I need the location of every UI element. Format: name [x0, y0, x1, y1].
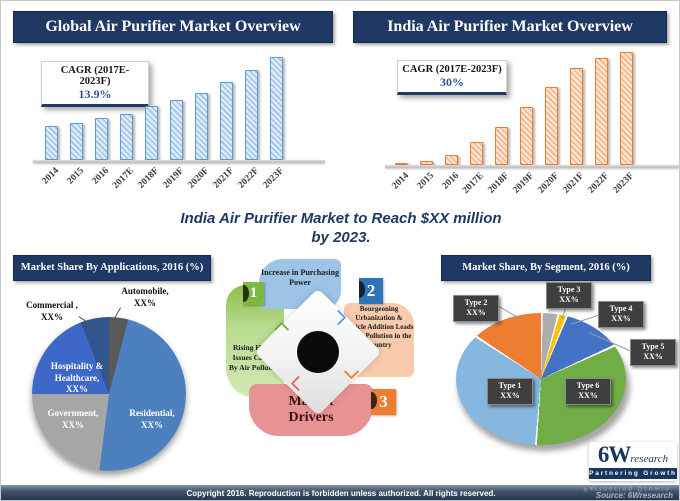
logo-wordmark: 6Wresearch	[589, 442, 677, 468]
bar	[245, 70, 258, 160]
bar	[595, 57, 608, 165]
driver-text-purchasing-power: Increase in Purchasing Power	[261, 268, 339, 288]
logo-suffix: research	[630, 453, 669, 465]
global-cagr-label: CAGR (2017E-2023F)	[60, 65, 130, 87]
bar	[445, 154, 458, 165]
bar	[45, 126, 58, 160]
bar	[95, 117, 108, 160]
india-cagr-box: CAGR (2017E-2023F) 30%	[397, 60, 507, 95]
headline-line2: by 2023.	[311, 228, 371, 246]
applications-chart-title: Market Share By Applications, 2016 (%)	[13, 255, 211, 281]
driver-number-1: 1	[249, 285, 258, 301]
bar	[520, 107, 533, 165]
copyright-text: Copyright 2016. Reproduction is forbidde…	[186, 489, 496, 498]
bar	[620, 52, 633, 165]
india-bar-series	[395, 52, 633, 165]
global-cagr-value: 13.9%	[78, 87, 112, 101]
india-x-axis-line	[385, 165, 679, 168]
driver-number-3-badge: 3	[371, 389, 396, 415]
segment-label-type4: Type 4 XX%	[598, 301, 644, 328]
pie-label-automobile: Automobile, XX%	[121, 286, 169, 308]
india-cagr-label: CAGR (2017E-2023F)	[402, 64, 502, 75]
logo-tagline: Partnering Growth	[589, 468, 677, 479]
driver-text-urbanization: Bourgeoning Urbanization & Vehicle Addit…	[344, 305, 414, 350]
bar	[470, 142, 483, 165]
segment-label-type1: Type 1 XX%	[487, 378, 533, 405]
bar	[570, 67, 583, 165]
india-chart-title: India Air Purifier Market Overview	[353, 11, 667, 43]
pie-label-hospitality-healthcare: Hospitality & Healthcare, XX%	[50, 361, 104, 395]
driver-number-2: 2	[366, 281, 376, 300]
pie-label-commercial: Commercial , XX%	[26, 300, 78, 322]
pinwheel-center-dot	[297, 331, 339, 373]
applications-pie	[32, 317, 186, 471]
source-text: Source: 6Wresearch	[595, 491, 673, 500]
driver-text-health: Rising Health Issues Caused By Air Pollu…	[229, 343, 281, 373]
bar	[170, 100, 183, 160]
bar	[545, 87, 558, 165]
global-cagr-box: CAGR (2017E-2023F) 13.9%	[41, 61, 149, 107]
bar	[120, 113, 133, 160]
6wresearch-logo: 6Wresearch Partnering Growth	[589, 442, 677, 481]
bar	[395, 162, 408, 165]
bar	[145, 106, 158, 160]
pie-label-residential: Residential, XX%	[129, 408, 175, 430]
bar	[420, 160, 433, 165]
logo-brand: 6W	[597, 442, 631, 467]
bar	[495, 126, 508, 165]
segment-label-type3: Type 3 XX%	[546, 282, 592, 309]
pie-label-government: Government, XX%	[47, 408, 99, 430]
headline: India Air Purifier Market to Reach $XX m…	[1, 210, 679, 248]
bar	[220, 81, 233, 160]
bar	[270, 57, 283, 160]
bar	[195, 93, 208, 160]
segment-label-type5: Type 5 XX%	[630, 339, 676, 366]
global-bar-series	[45, 57, 283, 160]
driver-number-2-badge: 2	[359, 278, 383, 304]
footer-bar: Copyright 2016. Reproduction is forbidde…	[1, 485, 679, 500]
india-cagr-value: 30%	[440, 75, 464, 89]
global-x-axis-line	[33, 160, 325, 163]
driver-number-3: 3	[379, 392, 388, 411]
segment-label-type6: Type 6 XX%	[565, 378, 611, 405]
segment-chart-title: Market Share, By Segment, 2016 (%)	[441, 255, 651, 281]
global-chart-title: Global Air Purifier Market Overview	[13, 11, 333, 43]
segment-label-type2: Type 2 XX%	[453, 295, 499, 322]
bar	[70, 122, 83, 160]
driver-number-1-badge: 1	[243, 282, 264, 305]
headline-line1: India Air Purifier Market to Reach $XX m…	[180, 210, 502, 227]
